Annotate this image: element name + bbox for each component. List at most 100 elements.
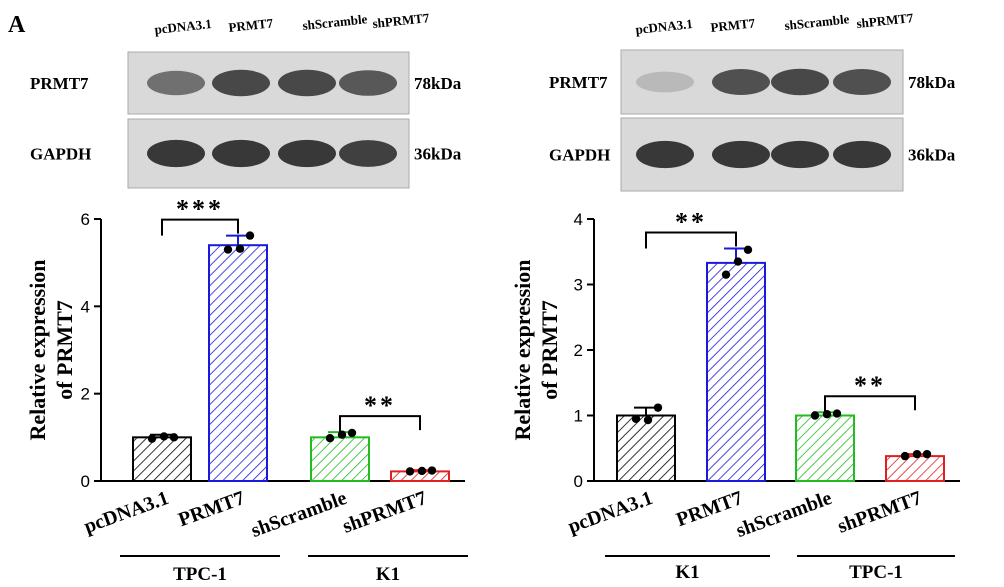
x-tick-label: shScramble (248, 487, 350, 542)
x-tick-label: shPRMT7 (340, 487, 430, 538)
group-label: TPC-1 (173, 564, 227, 585)
blot-band (339, 140, 397, 167)
blot-band (212, 69, 270, 97)
blot-band (712, 140, 770, 169)
y-axis-label: Relative expression (510, 259, 535, 440)
significance-bracket (161, 218, 239, 236)
y-tick-label: 2 (574, 341, 583, 360)
blot-band (771, 68, 829, 96)
blot-panel-1: pcDNA3.1 PRMT7 shScramble shPRMT7 PRMT7 78kDa… (30, 10, 462, 189)
y-axis-label: of PRMT7 (537, 300, 562, 400)
group-label: K1 (675, 562, 699, 583)
blot-lane-label: PRMT7 (228, 15, 275, 35)
data-point (643, 415, 653, 425)
data-point (900, 451, 910, 461)
data-point (417, 466, 427, 476)
y-tick-label: 6 (81, 210, 90, 229)
data-point (912, 449, 922, 459)
blot-protein-label: GAPDH (549, 146, 610, 165)
y-tick-label: 3 (574, 276, 583, 295)
blot-size-label: 36kDa (414, 145, 462, 164)
blot-band (833, 140, 891, 169)
data-point (427, 466, 437, 475)
data-point (325, 434, 335, 443)
data-point (147, 434, 157, 443)
blot-band (636, 140, 694, 169)
data-point (159, 432, 169, 441)
bar (706, 261, 766, 483)
bar-chart-1: 0 2 4 6 Relative expression of PRMT7 pcDNA3.1 P… (25, 195, 468, 585)
x-tick-label: pcDNA3.1 (81, 487, 172, 538)
x-tick-label: shPRMT7 (835, 487, 925, 538)
blot-lane-label: pcDNA3.1 (635, 16, 694, 37)
blot-band (712, 69, 770, 95)
significance-bracket (339, 415, 421, 433)
significance-stars: ** (675, 207, 707, 236)
x-tick-label: PRMT7 (175, 487, 247, 531)
blot-lane-label: shScramble (784, 11, 850, 33)
y-tick-label: 4 (81, 297, 90, 316)
bar (310, 436, 370, 483)
data-point (337, 430, 347, 439)
blot-band (147, 70, 205, 96)
blot-lane-label: pcDNA3.1 (154, 16, 213, 37)
blot-size-label: 78kDa (414, 74, 462, 93)
blot-band (833, 69, 891, 95)
significance-bracket (645, 231, 737, 249)
bar (885, 455, 945, 482)
blot-lane-label: PRMT7 (710, 15, 757, 35)
data-point (631, 414, 641, 423)
group-label: K1 (376, 564, 400, 585)
bar-chart-2: 0 1 2 3 4 Relative expression of PRMT7 pcDNA3.1… (510, 207, 960, 583)
blot-band (636, 71, 694, 93)
y-axis-label: of PRMT7 (52, 300, 77, 400)
significance-stars: ** (854, 371, 886, 400)
bar (132, 436, 192, 483)
group-label: TPC-1 (849, 562, 903, 583)
data-point (223, 245, 233, 254)
blot-band (212, 139, 270, 168)
blot-lane-label: shScramble (302, 11, 368, 33)
x-tick-label: pcDNA3.1 (565, 487, 656, 538)
y-tick-label: 4 (574, 210, 583, 229)
bar (208, 244, 268, 482)
y-axis-label: Relative expression (25, 259, 50, 440)
x-tick-label: shScramble (733, 487, 835, 542)
blot-lane-label: shPRMT7 (372, 10, 431, 31)
data-point (405, 467, 415, 476)
y-tick-label: 0 (81, 472, 90, 491)
blot-panel-2: pcDNA3.1 PRMT7 shScramble shPRMT7 PRMT7 78kDa… (549, 10, 956, 192)
data-point (245, 231, 255, 240)
y-tick-label: 1 (574, 407, 583, 426)
blot-protein-label: GAPDH (30, 145, 91, 164)
data-point (743, 245, 753, 254)
data-point (169, 433, 179, 442)
y-tick-label: 0 (574, 472, 583, 491)
data-point (235, 244, 245, 253)
data-point (733, 257, 743, 266)
data-point (922, 449, 932, 459)
y-tick-label: 2 (81, 385, 90, 404)
data-point (721, 270, 731, 279)
bar (616, 414, 676, 482)
blot-size-label: 78kDa (908, 73, 956, 92)
significance-stars: *** (176, 195, 224, 224)
data-point (347, 428, 357, 438)
data-point (810, 411, 820, 420)
significance-stars: ** (364, 391, 396, 420)
blot-size-label: 36kDa (908, 146, 956, 165)
blot-protein-label: PRMT7 (549, 73, 608, 92)
blot-band (278, 139, 336, 168)
significance-bracket (824, 395, 916, 413)
panel-label: A (8, 12, 26, 38)
blot-band (339, 70, 397, 96)
blot-band (771, 140, 829, 169)
data-point (832, 409, 842, 418)
data-point (653, 403, 663, 412)
blot-protein-label: PRMT7 (30, 74, 89, 93)
blot-lane-label: shPRMT7 (856, 10, 915, 31)
bar (795, 414, 855, 482)
